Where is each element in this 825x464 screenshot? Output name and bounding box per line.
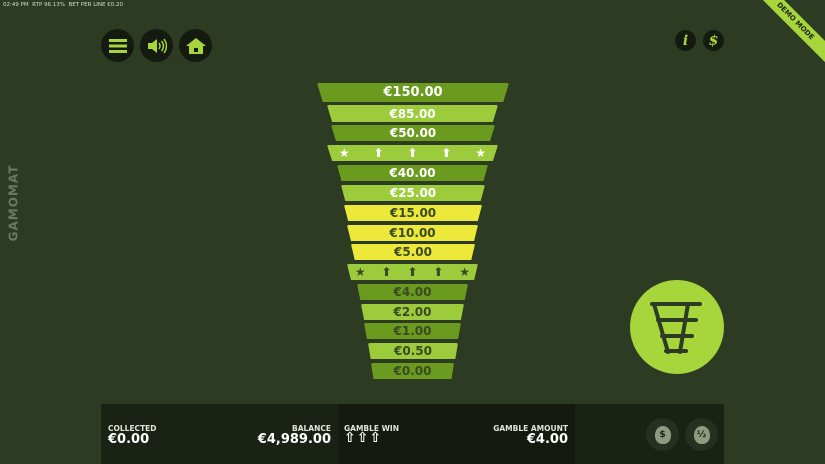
gamble-win-arrows: ⇧⇧⇧ [344,430,383,446]
money-bag-icon: $ [654,425,671,444]
ladder-step: €2.00 [361,304,464,320]
gamble-amount-value: €4.00 [526,432,568,447]
rtp: RTP 96.13% [32,2,65,8]
menu-icon [108,38,127,53]
brand-logo: GAMOMAT [6,164,21,241]
ladder-step: €25.00 [341,185,485,201]
ladder-step: €150.00 [317,83,509,102]
half-collect-button[interactable]: ½ [685,418,718,451]
arrow-up-icon: ⬆ [373,146,384,160]
sound-button[interactable] [140,29,173,62]
status-line: 02:49 PM RTP 96.13% BET PER LINE €0.20 [3,2,123,8]
ladder-step: €85.00 [327,105,498,122]
bet-per-line: BET PER LINE €0.20 [68,2,124,8]
home-button[interactable] [179,29,212,62]
collect-button[interactable]: $ [646,418,679,451]
ladder-step: €5.00 [351,244,475,260]
balance-value: €4,989.00 [257,432,331,447]
star-icon: ★ [338,146,350,160]
home-icon [185,37,206,54]
menu-button[interactable] [101,29,134,62]
dollar-icon: $ [708,32,719,49]
collected-value: €0.00 [108,432,150,447]
footer-bar: COLLECTED €0.00 BALANCE €4,989.00 GAMBLE… [101,404,724,464]
ladder-step: €0.00 [371,363,454,379]
ladder-step: €0.50 [368,343,458,359]
gamble-panel: GAMBLE WIN ⇧⇧⇧ GAMBLE AMOUNT €4.00 [338,404,575,464]
arrow-up-icon: ⬆ [407,265,418,279]
paytable-button[interactable]: $ [703,30,724,51]
ladder-step: €10.00 [347,225,478,241]
star-icon: ★ [354,265,366,279]
demo-mode-ribbon: DEMO MODE [747,0,825,70]
arrow-up-icon: ⬆ [407,146,418,160]
arrow-up-icon: ⬆ [441,146,452,160]
ladder-step: €1.00 [364,323,461,339]
ladder-step: €4.00 [357,284,468,300]
ladder-step: €40.00 [337,165,488,181]
info-icon: i [682,32,689,49]
star-icon: ★ [475,146,487,160]
ladder-icon [650,302,702,354]
star-icon: ★ [459,265,471,279]
ladder-arrow-row: ★ ⬆ ⬆ ⬆ ★ [347,264,478,280]
ladder-step: €15.00 [344,205,482,221]
speaker-icon [147,38,167,53]
gamble-win-label: GAMBLE WIN [344,424,399,433]
ladder-arrow-row: ★ ⬆ ⬆ ⬆ ★ [327,145,498,161]
ladder-step: €50.00 [331,125,495,141]
balance-label: BALANCE [291,424,331,433]
arrow-up-icon: ⬆ [381,265,392,279]
gamble-amount-label: GAMBLE AMOUNT [493,424,568,433]
clock: 02:49 PM [3,2,29,8]
collected-label: COLLECTED [108,424,157,433]
arrow-up-icon: ⬆ [433,265,444,279]
info-button[interactable]: i [675,30,696,51]
half-bag-icon: ½ [693,425,710,444]
ladder-gamble-button[interactable] [630,280,724,374]
